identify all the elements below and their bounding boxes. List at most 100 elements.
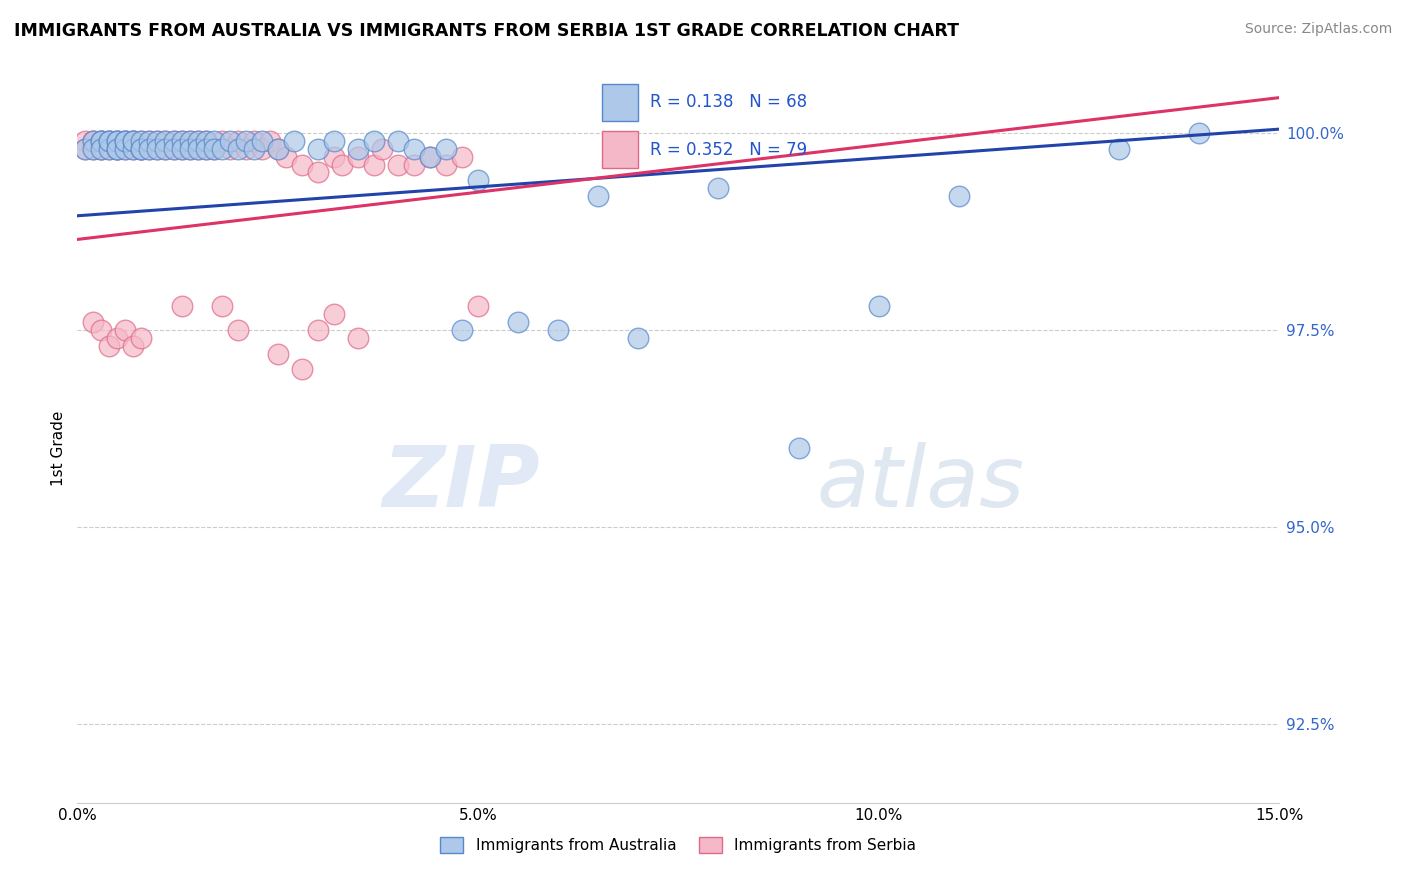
Legend: Immigrants from Australia, Immigrants from Serbia: Immigrants from Australia, Immigrants fr… [434,830,922,859]
Point [170,142,193,156]
Point [107,134,129,148]
Text: R = 0.138   N = 68: R = 0.138 N = 68 [650,94,807,112]
Point [467,173,489,187]
Point [146,134,169,148]
Point [90,134,112,148]
Point [75,142,97,156]
Point [107,134,129,148]
Point [242,142,264,156]
Point [138,142,160,156]
Point [419,150,441,164]
Point [218,142,240,156]
Text: ZIP: ZIP [382,442,540,525]
Point [787,442,810,456]
Point [322,307,344,321]
Point [211,142,233,156]
Point [322,134,344,148]
Point [347,142,370,156]
Point [202,142,225,156]
Point [122,134,145,148]
Point [226,323,249,337]
Point [90,142,112,156]
Point [291,362,314,376]
Point [547,323,569,337]
Point [107,142,129,156]
Point [451,150,474,164]
Text: IMMIGRANTS FROM AUSTRALIA VS IMMIGRANTS FROM SERBIA 1ST GRADE CORRELATION CHART: IMMIGRANTS FROM AUSTRALIA VS IMMIGRANTS … [14,22,959,40]
Point [98,142,121,156]
Point [235,142,257,156]
Point [347,150,370,164]
Point [131,134,153,148]
Point [90,142,112,156]
Text: atlas: atlas [817,442,1025,525]
Point [98,134,121,148]
Point [98,339,121,353]
Point [138,142,160,156]
Point [155,134,177,148]
Point [122,142,145,156]
Point [211,300,233,314]
Point [322,150,344,164]
Y-axis label: 1st Grade: 1st Grade [51,410,66,486]
Point [107,134,129,148]
Point [179,142,201,156]
Point [283,134,305,148]
Point [1108,142,1130,156]
Point [307,323,329,337]
Point [186,142,209,156]
Point [82,142,104,156]
Text: R = 0.352   N = 79: R = 0.352 N = 79 [650,141,807,159]
Point [131,142,153,156]
Point [267,346,290,360]
Point [122,142,145,156]
Point [146,142,169,156]
Point [122,134,145,148]
Point [347,331,370,345]
Point [170,142,193,156]
Point [242,134,264,148]
Point [226,142,249,156]
Point [114,134,136,148]
Point [250,142,273,156]
Point [107,331,129,345]
Point [114,134,136,148]
Point [627,331,650,345]
Point [179,142,201,156]
Point [202,134,225,148]
Point [107,134,129,148]
Point [218,134,240,148]
Point [162,134,184,148]
Point [90,323,112,337]
Point [75,134,97,148]
Point [259,134,281,148]
Text: Source: ZipAtlas.com: Source: ZipAtlas.com [1244,22,1392,37]
Point [170,300,193,314]
Point [146,134,169,148]
Point [419,150,441,164]
Point [107,142,129,156]
Point [90,134,112,148]
Point [75,142,97,156]
Point [82,134,104,148]
Point [170,134,193,148]
Point [588,189,610,203]
Point [434,142,457,156]
Point [131,142,153,156]
Point [131,142,153,156]
Point [267,142,290,156]
Point [114,134,136,148]
FancyBboxPatch shape [602,84,638,121]
Point [162,134,184,148]
Point [122,134,145,148]
Point [98,134,121,148]
Point [387,134,409,148]
Point [114,134,136,148]
Point [131,134,153,148]
FancyBboxPatch shape [602,131,638,168]
Point [387,157,409,171]
Point [138,134,160,148]
Point [155,142,177,156]
Point [1188,126,1211,140]
Point [107,142,129,156]
